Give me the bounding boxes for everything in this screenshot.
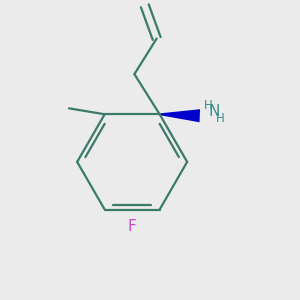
Text: H: H <box>204 99 213 112</box>
Text: N: N <box>208 104 220 119</box>
Polygon shape <box>160 109 200 122</box>
Text: H: H <box>216 112 225 124</box>
Text: F: F <box>128 219 136 234</box>
